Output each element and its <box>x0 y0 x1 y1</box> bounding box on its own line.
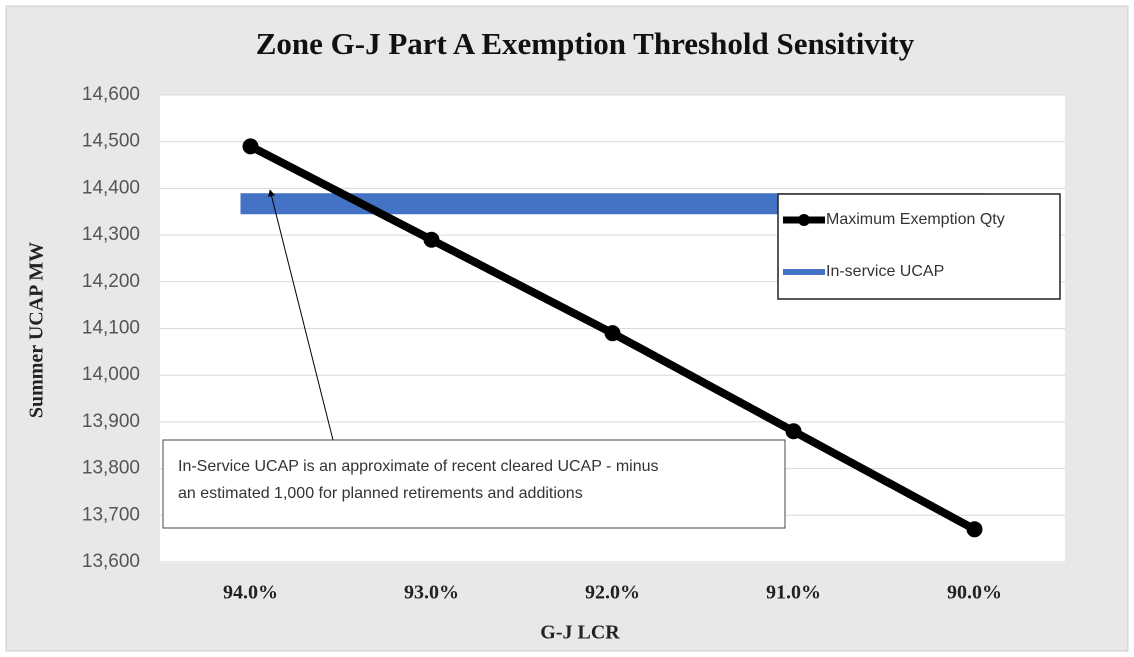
y-tick-label: 14,400 <box>82 177 140 198</box>
legend-label: Maximum Exemption Qty <box>826 211 1005 228</box>
annotation-line: an estimated 1,000 for planned retiremen… <box>178 485 583 502</box>
x-axis-title: G-J LCR <box>540 622 620 644</box>
y-tick-label: 13,700 <box>82 504 140 525</box>
annotation-box <box>162 439 786 529</box>
legend: Maximum Exemption Qty In-service UCAP <box>777 193 1061 300</box>
y-tick-label: 13,900 <box>82 411 140 432</box>
x-tick-label: 91.0% <box>766 582 821 604</box>
x-tick-label: 92.0% <box>585 582 640 604</box>
data-point <box>785 423 802 440</box>
y-tick-label: 14,100 <box>82 318 140 339</box>
legend-swatch <box>798 214 810 226</box>
chart-title: Zone G-J Part A Exemption Threshold Sens… <box>256 26 915 61</box>
legend-box <box>777 193 1061 300</box>
data-point <box>242 138 259 155</box>
legend-label: In-service UCAP <box>826 263 944 280</box>
x-tick-label: 94.0% <box>223 582 278 604</box>
annotation-line: In-Service UCAP is an approximate of rec… <box>178 458 659 475</box>
y-tick-label: 14,000 <box>82 364 140 385</box>
x-tick-label: 93.0% <box>404 582 459 604</box>
y-axis-title: Summer UCAP MW <box>26 242 48 418</box>
data-point <box>604 325 621 342</box>
y-tick-label: 14,600 <box>82 84 140 105</box>
data-point <box>966 521 983 538</box>
y-tick-label: 14,200 <box>82 271 140 292</box>
y-tick-label: 14,500 <box>82 131 140 152</box>
data-point <box>423 231 440 248</box>
x-tick-label: 90.0% <box>947 582 1002 604</box>
y-tick-label: 14,300 <box>82 224 140 245</box>
annotation-arrow <box>268 189 334 441</box>
y-tick-label: 13,800 <box>82 458 140 479</box>
y-tick-label: 13,600 <box>82 551 140 572</box>
annotation: In-Service UCAP is an approximate of rec… <box>162 189 786 529</box>
